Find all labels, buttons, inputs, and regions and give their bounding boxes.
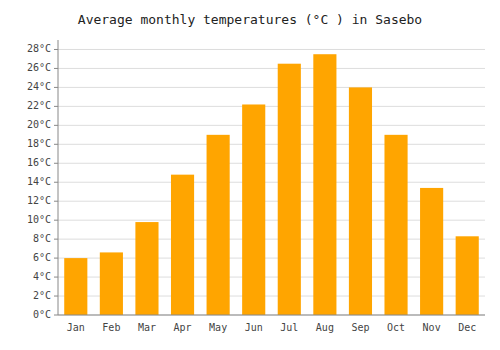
y-tick — [54, 49, 58, 50]
x-tick-label: Dec — [458, 322, 476, 333]
grid-line — [58, 182, 485, 183]
x-axis: Jan Feb Mar Apr May Jun Jul Aug Sep Oct Nov Dec — [58, 315, 485, 333]
y-tick — [54, 163, 58, 164]
y-axis: 0°C 2°C 4°C 6°C 8°C 10°C 12°C 14°C 16°C 18°C 20°C 2… — [27, 40, 58, 320]
bar — [64, 258, 87, 315]
title: Average monthly temperatures (°C ) in Sa… — [78, 12, 422, 27]
grid-line — [58, 49, 485, 50]
y-tick-label: 4°C — [33, 271, 51, 282]
x-axis-line — [58, 315, 485, 316]
bar — [420, 188, 443, 315]
bar — [456, 236, 479, 315]
grid-line — [58, 315, 485, 316]
y-tick-label: 0°C — [33, 309, 51, 320]
y-tick — [54, 144, 58, 145]
y-tick-label: 8°C — [33, 233, 51, 244]
y-tick — [54, 87, 58, 88]
y-tick-label: 22°C — [27, 100, 51, 111]
grid-line — [58, 106, 485, 107]
y-tick-label: 24°C — [27, 81, 51, 92]
bar — [384, 135, 407, 315]
y-tick-label: 14°C — [27, 176, 51, 187]
x-tick-label: Jul — [280, 322, 298, 333]
y-tick — [54, 106, 58, 107]
y-tick — [54, 182, 58, 183]
y-tick-label: 20°C — [27, 119, 51, 130]
x-tick-label: Oct — [387, 322, 405, 333]
grid-line — [58, 125, 485, 126]
y-tick — [54, 125, 58, 126]
grid-line — [58, 163, 485, 164]
y-tick — [54, 315, 58, 316]
bar — [100, 252, 123, 315]
bar — [349, 87, 372, 315]
y-tick — [54, 201, 58, 202]
grid-line — [58, 68, 485, 69]
y-tick-label: 10°C — [27, 214, 51, 225]
x-tick-label: May — [209, 322, 227, 333]
bars — [64, 54, 479, 315]
bar — [313, 54, 336, 315]
y-tick-label: 28°C — [27, 43, 51, 54]
grid — [58, 49, 485, 315]
x-tick-label: Sep — [351, 322, 369, 333]
grid-line — [58, 144, 485, 145]
y-tick-label: 12°C — [27, 195, 51, 206]
y-tick — [54, 277, 58, 278]
grid-line — [58, 87, 485, 88]
y-axis-line — [58, 40, 59, 315]
y-tick-label: 2°C — [33, 290, 51, 301]
x-tick-label: Feb — [102, 322, 120, 333]
chart: 0°C 2°C 4°C 6°C 8°C 10°C 12°C 14°C 16°C 18°C 20°C 2… — [0, 0, 500, 350]
y-tick — [54, 220, 58, 221]
bar — [242, 104, 265, 315]
x-tick-label: Nov — [423, 322, 441, 333]
x-tick-label: Jan — [67, 322, 85, 333]
x-tick-label: Jun — [245, 322, 263, 333]
bar — [135, 222, 158, 315]
y-tick-label: 16°C — [27, 157, 51, 168]
x-tick-label: Apr — [174, 322, 192, 333]
bar — [207, 135, 230, 315]
bar — [278, 64, 301, 315]
y-tick-label: 18°C — [27, 138, 51, 149]
bar — [171, 175, 194, 315]
y-tick — [54, 296, 58, 297]
y-tick — [54, 68, 58, 69]
y-tick-label: 6°C — [33, 252, 51, 263]
y-tick — [54, 239, 58, 240]
y-tick-label: 26°C — [27, 62, 51, 73]
y-tick — [54, 258, 58, 259]
x-tick-label: Mar — [138, 322, 156, 333]
x-tick-label: Aug — [316, 322, 334, 333]
